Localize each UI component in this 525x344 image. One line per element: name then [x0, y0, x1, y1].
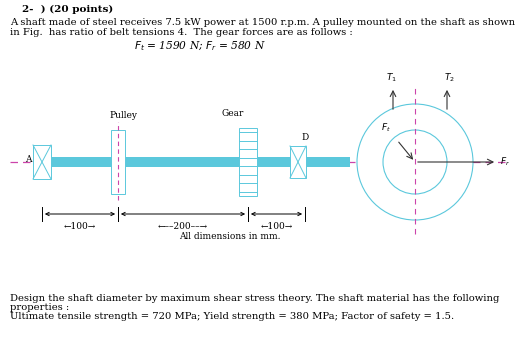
- Text: $F_t$: $F_t$: [381, 121, 391, 134]
- Text: Gear: Gear: [222, 109, 244, 118]
- Text: $F_t$ = 1590 N; $F_r$ = 580 N: $F_t$ = 1590 N; $F_r$ = 580 N: [134, 39, 266, 53]
- Bar: [239, 128, 257, 196]
- Bar: [111, 130, 125, 194]
- Circle shape: [357, 104, 473, 220]
- Bar: [40, 157, 350, 167]
- Text: D: D: [301, 133, 308, 142]
- Circle shape: [383, 130, 447, 194]
- Text: ←100→: ←100→: [64, 222, 96, 231]
- Text: All dimensions in mm.: All dimensions in mm.: [179, 232, 281, 241]
- Text: Design the shaft diameter by maximum shear stress theory. The shaft material has: Design the shaft diameter by maximum she…: [10, 294, 499, 303]
- Text: ←100→: ←100→: [260, 222, 292, 231]
- Text: in Fig.  has ratio of belt tensions 4.  The gear forces are as follows :: in Fig. has ratio of belt tensions 4. Th…: [10, 28, 353, 37]
- Text: A shaft made of steel receives 7.5 kW power at 1500 r.p.m. A pulley mounted on t: A shaft made of steel receives 7.5 kW po…: [10, 18, 515, 27]
- Text: Ultimate tensile strength = 720 MPa; Yield strength = 380 MPa; Factor of safety : Ultimate tensile strength = 720 MPa; Yie…: [10, 312, 454, 321]
- Text: properties :: properties :: [10, 303, 69, 312]
- Text: $T_1$: $T_1$: [385, 72, 396, 84]
- Text: $T_2$: $T_2$: [444, 72, 455, 84]
- Text: Pulley: Pulley: [109, 111, 137, 120]
- Bar: [290, 146, 306, 178]
- Text: ←––200––→: ←––200––→: [158, 222, 208, 231]
- Bar: [33, 145, 51, 179]
- Text: A: A: [25, 155, 32, 164]
- Text: $F_r$: $F_r$: [500, 156, 510, 168]
- Text: 2-  ) (20 points): 2- ) (20 points): [22, 5, 113, 14]
